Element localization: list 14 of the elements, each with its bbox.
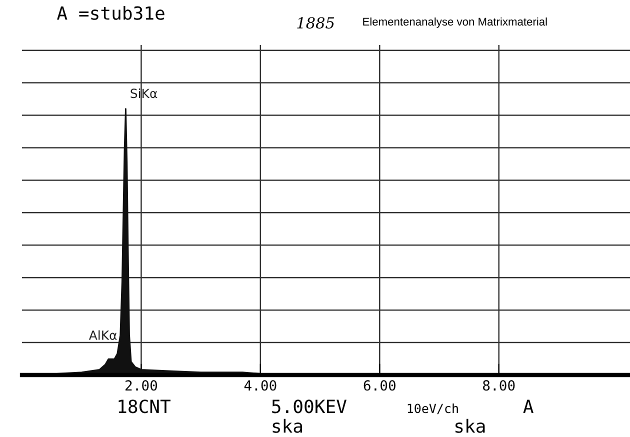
text: 10eV/ch — [408, 403, 458, 414]
x-tick-label: 8.00 — [483, 380, 515, 391]
x-tick-label: 4.00 — [244, 380, 276, 391]
x-tick-label: 6.00 — [364, 380, 396, 391]
text: ska — [272, 418, 302, 433]
text: ska — [455, 418, 485, 433]
text: 5.00KEV — [272, 400, 346, 414]
text: 18CNT — [118, 400, 170, 414]
chart-title: A =stub31e — [57, 6, 164, 20]
text: 1885 — [297, 17, 334, 29]
x-tick-label: 2.00 — [126, 380, 158, 391]
text: A — [523, 400, 534, 413]
annotation: AlKα — [88, 330, 117, 340]
chart-subtitle: Elementenanalyse von Matrixmaterial — [363, 17, 547, 28]
